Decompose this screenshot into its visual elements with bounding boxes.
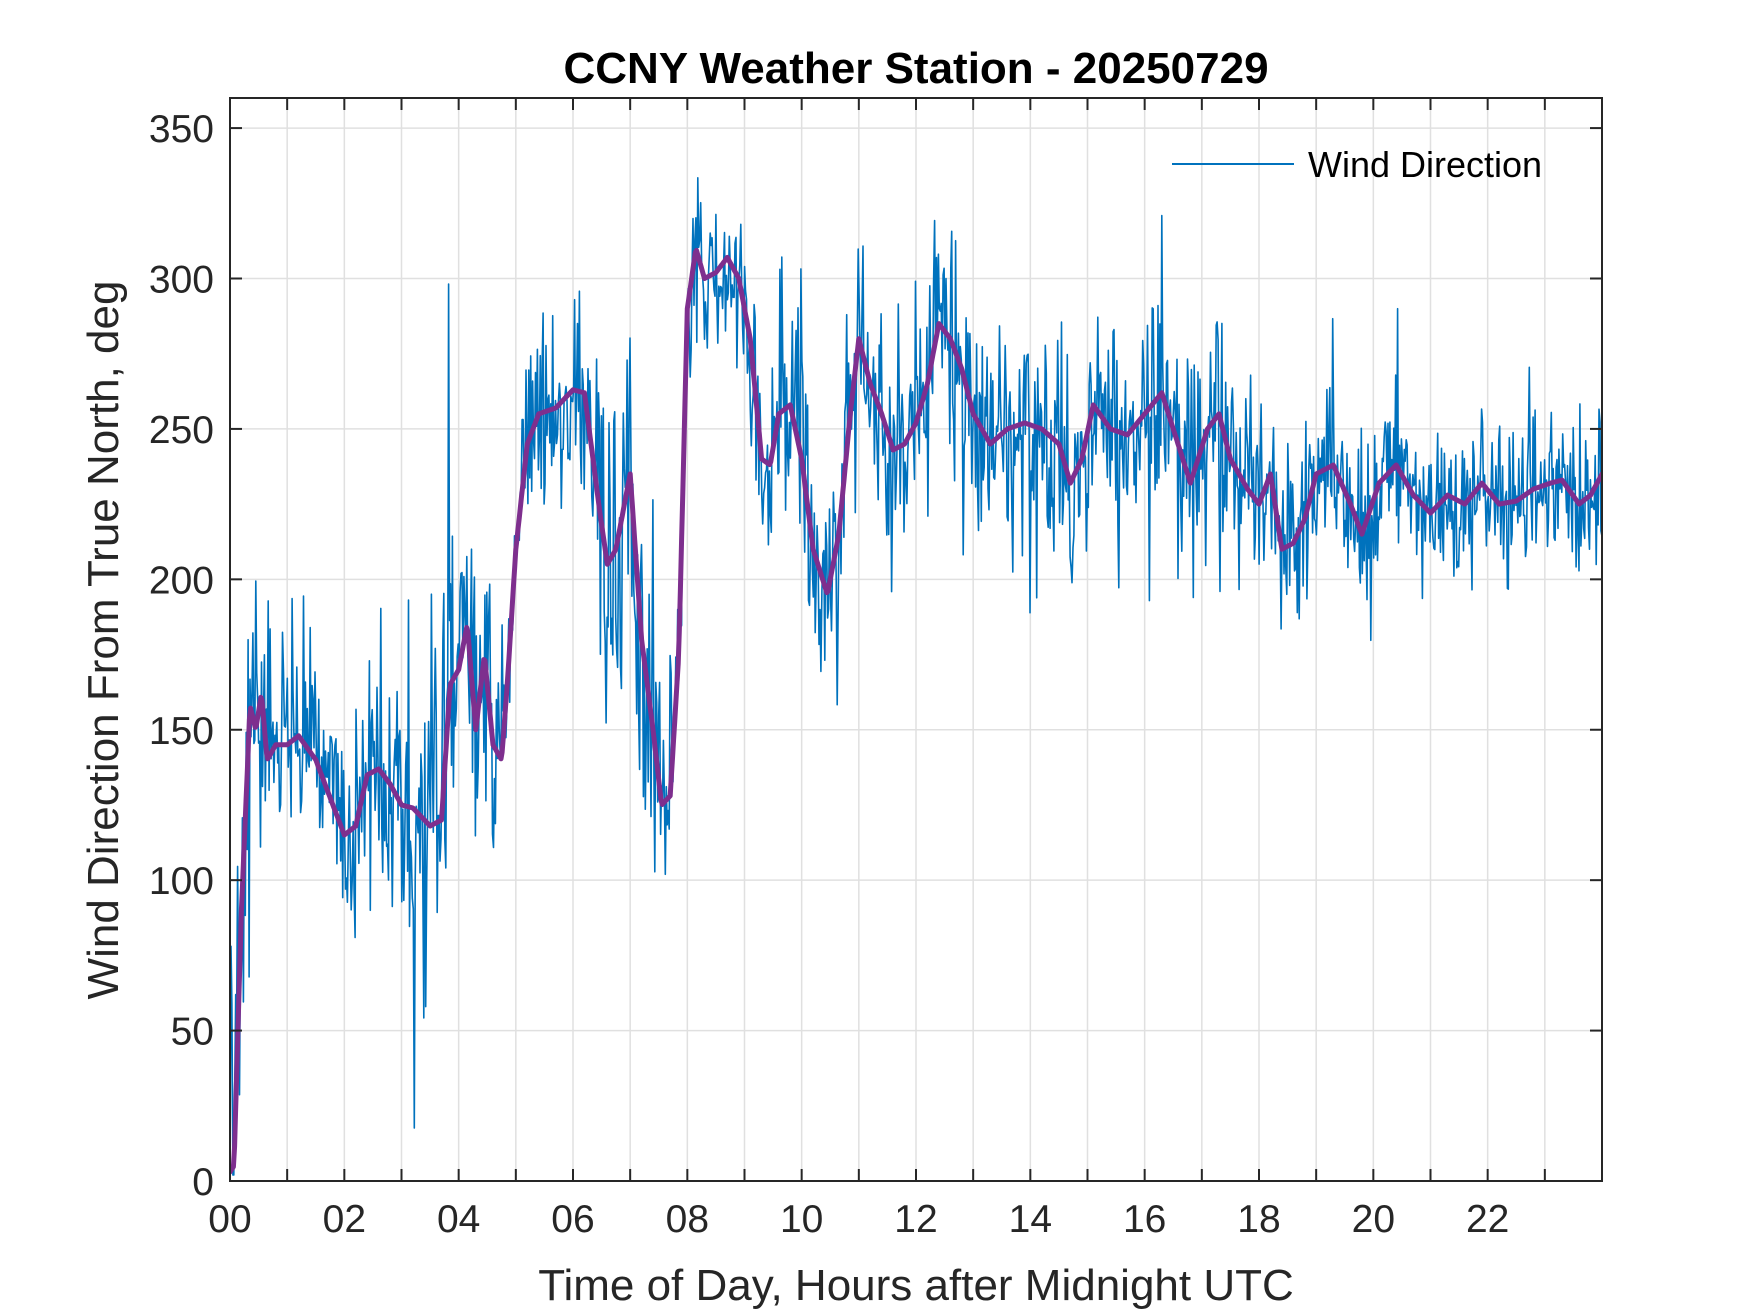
series-line-wind-direction-smoothed <box>230 247 1602 1175</box>
x-tick-label: 22 <box>1466 1198 1509 1241</box>
x-tick-label: 20 <box>1352 1198 1395 1241</box>
x-tick-label: 02 <box>323 1198 366 1241</box>
x-tick-label: 16 <box>1123 1198 1166 1241</box>
x-tick-label: 14 <box>1009 1198 1052 1241</box>
y-tick-label: 250 <box>149 409 214 452</box>
y-tick-label: 50 <box>171 1011 214 1054</box>
y-tick-label: 100 <box>149 860 214 903</box>
y-tick-label: 0 <box>192 1161 214 1204</box>
x-tick-label: 18 <box>1237 1198 1280 1241</box>
plot-series <box>230 177 1602 1176</box>
x-tick-label: 06 <box>551 1198 594 1241</box>
y-tick-label: 300 <box>149 259 214 302</box>
y-tick-label: 350 <box>149 108 214 151</box>
y-tick-label: 150 <box>149 710 214 753</box>
y-tick-label: 200 <box>149 559 214 602</box>
chart-title: CCNY Weather Station - 20250729 <box>563 44 1268 93</box>
x-tick-label: 12 <box>894 1198 937 1241</box>
legend: Wind Direction <box>1172 144 1542 185</box>
x-tick-label: 04 <box>437 1198 480 1241</box>
x-tick-label: 08 <box>666 1198 709 1241</box>
tick-marks-and-labels: 00 02 04 06 08 10 12 14 16 18 20 22 0 50 100 150 200 250 3… <box>149 98 1603 1241</box>
grid-lines <box>230 98 1602 1181</box>
x-tick-label: 10 <box>780 1198 823 1241</box>
legend-entry-wind-direction: Wind Direction <box>1308 144 1542 185</box>
x-tick-label: 00 <box>208 1198 251 1241</box>
x-axis-label: Time of Day, Hours after Midnight UTC <box>538 1261 1294 1310</box>
y-axis-label: Wind Direction From True North, deg <box>79 281 128 1000</box>
series-line-wind-direction <box>230 177 1602 1176</box>
